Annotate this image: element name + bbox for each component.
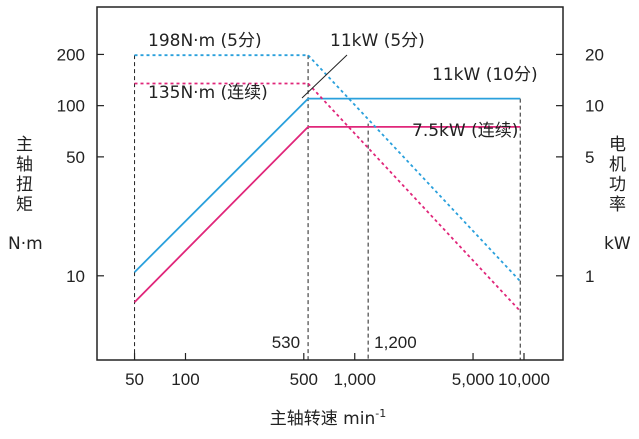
axis-ticks: 530 1,200 200 100 50 10 20 10 5 1 50 100 500 1,000 5,0…	[57, 45, 604, 389]
right-axis-char-3: 功	[609, 175, 626, 195]
right-axis-char-4: 率	[609, 195, 626, 215]
right-axis-unit: kW	[604, 234, 631, 254]
annotation-leader-line	[301, 54, 348, 99]
marker-label-1200: 1,200	[374, 333, 417, 352]
right-axis-title: 电 机 功 率 kW	[604, 135, 631, 254]
annotation-7-5kw: 7.5kW (连续)	[412, 121, 518, 141]
marker-lines	[134, 55, 521, 360]
right-axis-char-2: 机	[609, 155, 626, 175]
left-axis-title: 主 轴 扭 矩 N·m	[8, 135, 43, 254]
x-tick-label-1000: 1,000	[333, 370, 376, 389]
annotation-11kw-5min: 11kW (5分)	[330, 31, 425, 51]
right-axis-char-1: 电	[609, 135, 626, 155]
x-axis-title: 主轴转速 min-1	[270, 407, 386, 429]
right-tick-label-20: 20	[585, 45, 604, 64]
left-axis-char-4: 矩	[16, 195, 33, 215]
annotation-11kw-10min: 11kW (10分)	[432, 65, 538, 85]
right-tick-label-10: 10	[585, 97, 604, 116]
plot-frame	[96, 6, 564, 361]
x-tick-label-100: 100	[171, 370, 199, 389]
left-axis-char-3: 扭	[16, 175, 33, 195]
x-tick-label-10000: 10,000	[498, 370, 550, 389]
marker-label-530: 530	[272, 333, 300, 352]
x-tick-label-5000: 5,000	[452, 370, 495, 389]
left-tick-label-200: 200	[57, 45, 85, 64]
series-line-6	[307, 82, 521, 312]
series-line-3	[133, 97, 521, 273]
left-axis-char-1: 主	[16, 135, 33, 155]
series-line-4	[133, 126, 521, 303]
right-tick-label-5: 5	[585, 148, 594, 167]
x-tick-label-50: 50	[125, 370, 144, 389]
left-axis-char-2: 轴	[16, 155, 33, 175]
left-tick-label-50: 50	[66, 148, 85, 167]
series-lines	[133, 54, 521, 312]
left-tick-label-10: 10	[66, 267, 85, 286]
annotation-135nm: 135N·m (连续)	[148, 83, 268, 103]
x-axis-title-superscript: -1	[375, 407, 386, 420]
left-tick-label-100: 100	[57, 97, 85, 116]
x-tick-label-500: 500	[290, 370, 318, 389]
x-axis-title-text: 主轴转速 min	[270, 409, 375, 429]
series-line-5	[307, 54, 521, 282]
annotation-198nm: 198N·m (5分)	[148, 31, 262, 51]
left-axis-unit: N·m	[8, 234, 43, 254]
right-tick-label-1: 1	[585, 267, 594, 286]
